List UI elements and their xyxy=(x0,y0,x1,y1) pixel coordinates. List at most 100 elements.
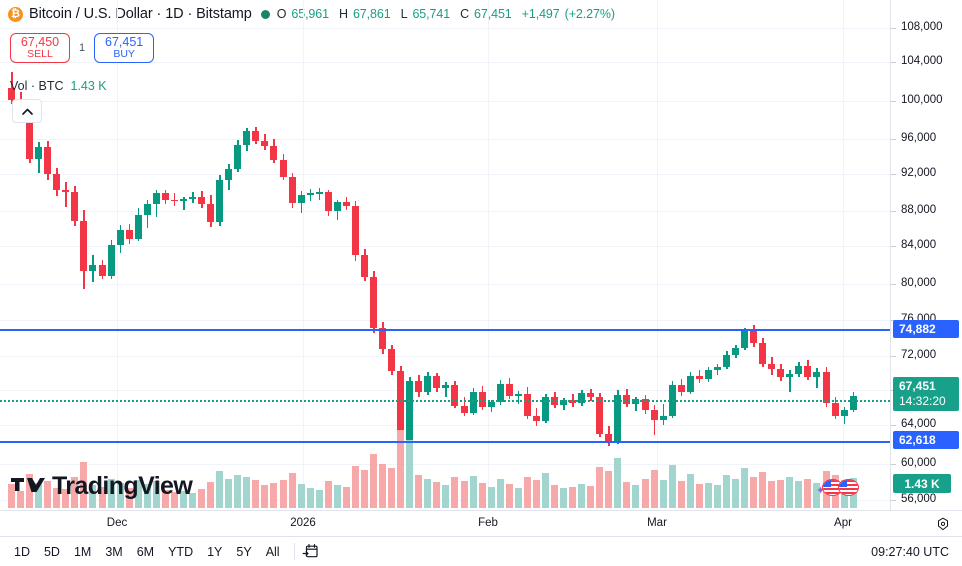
chart-settings-icon[interactable] xyxy=(936,517,950,536)
volume-bar xyxy=(270,482,278,508)
candlestick xyxy=(107,0,115,510)
price-badge-value: 67,451 xyxy=(899,379,936,393)
volume-bar xyxy=(161,490,169,508)
sell-button[interactable]: 67,450 SELL xyxy=(10,33,70,63)
candlestick xyxy=(143,0,151,510)
time-axis[interactable]: Dec 2026 Feb Mar Apr xyxy=(0,510,962,537)
economic-event-markers[interactable] xyxy=(822,479,859,496)
chart-pane[interactable]: TradingView ✦ xyxy=(0,0,890,510)
timeframe-button-5d[interactable]: 5D xyxy=(43,544,60,559)
price-tick-mark xyxy=(891,425,896,426)
candlestick xyxy=(252,0,260,510)
grid-line xyxy=(0,356,890,357)
grid-line xyxy=(0,246,890,247)
current-price-badge[interactable]: 67,451 14:32:20 xyxy=(893,377,959,411)
candlestick xyxy=(849,0,857,510)
calendar-goto-icon[interactable] xyxy=(302,543,319,560)
timeframe-button-5y[interactable]: 5Y xyxy=(236,544,252,559)
price-tick-label: 92,000 xyxy=(901,167,937,179)
toolbar-divider xyxy=(293,543,295,560)
timeframe-button-1d[interactable]: 1D xyxy=(14,544,30,559)
us-flag-icon[interactable] xyxy=(838,479,859,496)
chevron-up-icon[interactable] xyxy=(12,99,42,123)
support-line[interactable] xyxy=(0,441,890,443)
candlestick xyxy=(822,0,830,510)
ohlc-low-value: 65,741 xyxy=(412,7,451,21)
candlestick xyxy=(270,0,278,510)
timeframe-button-ytd[interactable]: YTD xyxy=(168,544,194,559)
volume-bar xyxy=(614,458,622,508)
volume-bar xyxy=(777,479,785,508)
timeframe-button-1y[interactable]: 1Y xyxy=(207,544,223,559)
volume-bar xyxy=(514,487,522,508)
volume-bar xyxy=(641,478,649,508)
volume-bar xyxy=(505,483,513,508)
buy-label: BUY xyxy=(113,48,135,61)
candlestick xyxy=(614,0,622,510)
volume-bar xyxy=(632,485,640,508)
volume-bar xyxy=(297,483,305,508)
symbol-title[interactable]: Bitcoin / U.S. Dollar · 1D · Bitstamp xyxy=(29,6,252,22)
candlestick xyxy=(786,0,794,510)
candlestick xyxy=(207,0,215,510)
volume-bar xyxy=(695,483,703,508)
volume-bar xyxy=(424,478,432,508)
resistance-line[interactable] xyxy=(0,329,890,331)
grid-line xyxy=(0,284,890,285)
candlestick xyxy=(496,0,504,510)
timeframe-button-all[interactable]: All xyxy=(265,544,280,559)
buy-price: 67,451 xyxy=(105,34,144,49)
bitcoin-icon: ₿ xyxy=(8,6,23,22)
timeframe-button-6m[interactable]: 6M xyxy=(136,544,155,559)
grid-line-vertical xyxy=(303,0,304,510)
grid-line xyxy=(0,320,890,321)
candlestick xyxy=(415,0,423,510)
support-price-badge[interactable]: 62,618 xyxy=(893,431,959,449)
price-axis[interactable]: 108,000 104,000 100,000 96,000 92,000 88,000 8… xyxy=(890,0,962,510)
price-tick-label: 104,000 xyxy=(901,55,943,67)
volume-bar xyxy=(532,479,540,508)
volume-bar xyxy=(415,475,423,508)
price-tick-label: 72,000 xyxy=(901,349,937,361)
volume-bar xyxy=(53,487,61,508)
price-tick-mark xyxy=(891,500,896,501)
volume-bar xyxy=(207,482,215,508)
price-tick-label: 88,000 xyxy=(901,204,937,216)
candlestick xyxy=(759,0,767,510)
buy-button[interactable]: 67,451 BUY xyxy=(94,33,155,63)
candlestick xyxy=(98,0,106,510)
volume-bar xyxy=(62,489,70,508)
candlestick xyxy=(695,0,703,510)
volume-legend[interactable]: Vol · BTC 1.43 K xyxy=(10,79,107,93)
candlestick xyxy=(469,0,477,510)
grid-line xyxy=(0,139,890,140)
volume-bar xyxy=(179,491,187,508)
volume-bar xyxy=(433,482,441,508)
candlestick xyxy=(777,0,785,510)
candlestick xyxy=(116,0,124,510)
price-tick-mark xyxy=(891,62,896,63)
volume-bar xyxy=(768,480,776,508)
time-axis-label: Feb xyxy=(478,517,498,529)
grid-line-vertical xyxy=(843,0,844,510)
volume-value-badge: 1.43 K xyxy=(893,474,951,493)
candlestick xyxy=(831,0,839,510)
volume-bar xyxy=(813,483,821,508)
resistance-price-badge[interactable]: 74,882 xyxy=(893,320,959,338)
ohlc-high-label: H xyxy=(339,7,348,21)
volume-bar xyxy=(252,480,260,508)
volume-bar xyxy=(116,483,124,508)
timeframe-button-3m[interactable]: 3M xyxy=(105,544,123,559)
volume-bar xyxy=(342,487,350,508)
candlestick xyxy=(741,0,749,510)
volume-bar xyxy=(89,485,97,508)
timeframe-button-1m[interactable]: 1M xyxy=(73,544,92,559)
candlestick xyxy=(62,0,70,510)
candlestick xyxy=(17,0,25,510)
tradingview-watermark: TradingView xyxy=(10,470,193,502)
candlestick xyxy=(379,0,387,510)
candlestick xyxy=(170,0,178,510)
price-tick-label: 108,000 xyxy=(901,21,943,33)
price-tick-mark xyxy=(891,356,896,357)
